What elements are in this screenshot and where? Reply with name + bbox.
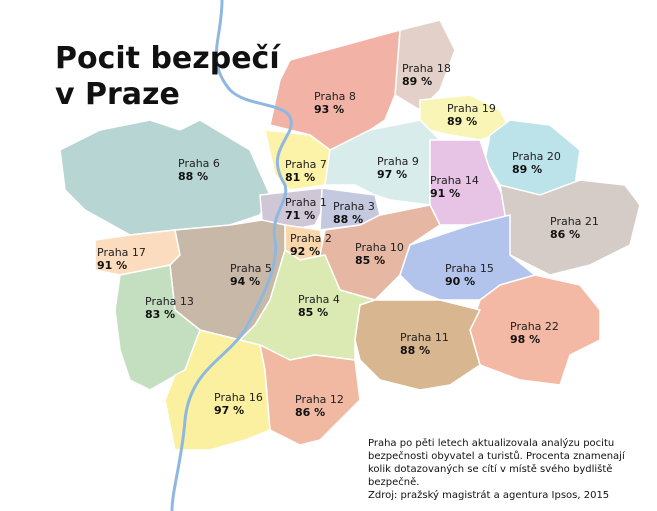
district-value: 92 % bbox=[290, 245, 320, 258]
district-value: 81 % bbox=[285, 171, 315, 184]
district-name: Praha 5 bbox=[230, 262, 272, 275]
district-name: Praha 16 bbox=[214, 391, 263, 404]
district-name: Praha 6 bbox=[178, 157, 220, 170]
district-value: 83 % bbox=[145, 308, 175, 321]
district-name: Praha 12 bbox=[295, 393, 344, 406]
district-value: 71 % bbox=[285, 209, 315, 222]
district-name: Praha 21 bbox=[550, 215, 599, 228]
region-praha-9 bbox=[324, 119, 441, 206]
district-name: Praha 3 bbox=[333, 200, 375, 213]
district-value: 88 % bbox=[400, 344, 430, 357]
district-name: Praha 10 bbox=[355, 241, 404, 254]
district-name: Praha 19 bbox=[447, 102, 496, 115]
title: Pocit bezpečí bbox=[55, 41, 281, 76]
river bbox=[170, 0, 293, 511]
district-name: Praha 2 bbox=[290, 232, 332, 245]
district-name: Praha 17 bbox=[97, 246, 146, 259]
district-value: 93 % bbox=[314, 103, 344, 116]
district-value: 86 % bbox=[295, 406, 325, 419]
district-value: 94 % bbox=[230, 275, 260, 288]
district-name: Praha 9 bbox=[377, 155, 419, 168]
district-name: Praha 13 bbox=[145, 295, 194, 308]
note-line: Praha po pěti letech aktualizovala analý… bbox=[368, 437, 614, 449]
district-name: Praha 20 bbox=[512, 150, 561, 163]
district-value: 97 % bbox=[377, 168, 407, 181]
district-value: 97 % bbox=[214, 404, 244, 417]
title: v Praze bbox=[55, 77, 180, 112]
note-line: kolik dotazovaných se cítí v místě svého… bbox=[368, 463, 612, 475]
district-name: Praha 11 bbox=[400, 331, 449, 344]
district-value: 90 % bbox=[445, 275, 475, 288]
district-value: 91 % bbox=[430, 187, 460, 200]
region-praha-11 bbox=[354, 299, 482, 391]
district-name: Praha 14 bbox=[430, 174, 479, 187]
district-value: 89 % bbox=[447, 115, 477, 128]
region-praha-12 bbox=[258, 343, 361, 446]
district-name: Praha 18 bbox=[402, 62, 451, 75]
district-name: Praha 1 bbox=[285, 196, 327, 209]
district-name: Praha 22 bbox=[510, 320, 559, 333]
district-name: Praha 15 bbox=[445, 262, 494, 275]
districts bbox=[59, 19, 641, 451]
district-name: Praha 7 bbox=[285, 158, 327, 171]
district-name: Praha 4 bbox=[298, 293, 340, 306]
note-line: bezpečnosti obyvatel a turistů. Procenta… bbox=[368, 450, 626, 462]
district-value: 91 % bbox=[97, 259, 127, 272]
district-value: 86 % bbox=[550, 228, 580, 241]
district-name: Praha 8 bbox=[314, 90, 356, 103]
district-value: 85 % bbox=[298, 306, 328, 319]
region-praha-13 bbox=[114, 264, 201, 391]
note-line: bezpečně. bbox=[368, 476, 419, 488]
district-value: 89 % bbox=[512, 163, 542, 176]
district-value: 85 % bbox=[355, 254, 385, 267]
district-value: 88 % bbox=[333, 213, 363, 226]
district-value: 89 % bbox=[402, 75, 432, 88]
note-line: Zdroj: pražský magistrát a agentura Ipso… bbox=[368, 489, 609, 501]
district-value: 88 % bbox=[178, 170, 208, 183]
district-value: 98 % bbox=[510, 333, 540, 346]
